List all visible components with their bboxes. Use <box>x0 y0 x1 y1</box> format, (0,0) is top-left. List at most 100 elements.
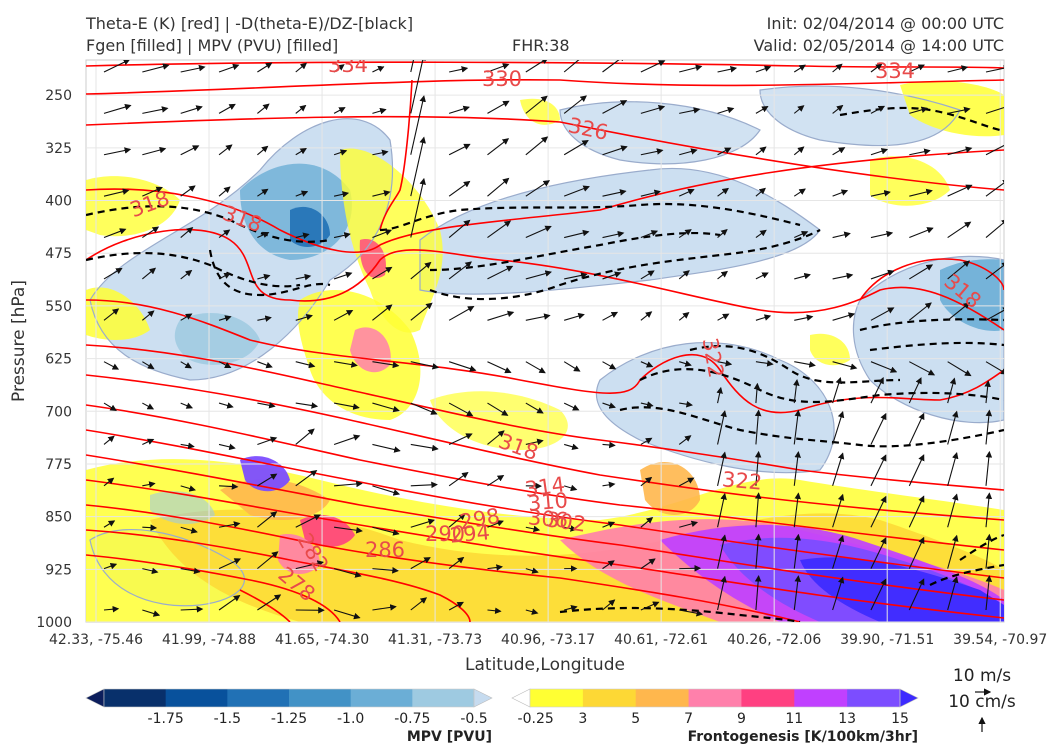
wind-vector <box>295 104 307 114</box>
wind-vector <box>372 107 387 115</box>
colorbar-arrow-right <box>899 688 919 708</box>
wind-vector <box>372 266 393 280</box>
wind-vector <box>333 149 348 156</box>
wind-vector <box>793 188 806 197</box>
wind-vector <box>947 184 973 197</box>
wind-vector <box>487 564 503 571</box>
wind-vector <box>257 551 279 570</box>
colorbar-tick-label: -0.25 <box>518 711 554 727</box>
wind-vector <box>295 273 312 281</box>
wind-vector <box>717 147 732 156</box>
mpv-contour-outline <box>89 529 245 607</box>
wind-vector <box>985 218 1004 238</box>
wind-reference-vertical: 10 cm/s <box>948 692 1016 712</box>
wind-vector <box>563 185 590 197</box>
x-tick-label: 40.96, -73.17 <box>501 632 595 648</box>
wind-vector <box>909 64 925 73</box>
wind-vector <box>832 272 854 280</box>
wind-vector <box>678 477 695 487</box>
colorbar-tick-label: -0.5 <box>460 711 487 727</box>
wind-vector <box>142 310 155 321</box>
wind-vector <box>448 261 472 280</box>
wind-vector <box>333 271 353 280</box>
wind-vector <box>103 308 120 321</box>
wind-vector <box>832 493 845 528</box>
wind-vector <box>717 66 738 73</box>
wind-vector <box>410 177 426 238</box>
wind-vector <box>679 400 693 408</box>
colorbar-swatch <box>289 689 352 707</box>
mpv-contour-outline <box>595 341 835 474</box>
wind-vector <box>755 187 766 197</box>
wind-vector <box>448 361 477 372</box>
theta-e-contour-label: 306 <box>527 505 569 532</box>
wind-vector <box>640 60 666 73</box>
wind-vector <box>487 520 504 528</box>
wind-vector <box>180 402 194 409</box>
theta-e-contour-label: 322 <box>721 467 763 494</box>
y-tick-label: 925 <box>45 562 72 578</box>
wind-vector <box>448 402 474 417</box>
ddz-theta-e-contour <box>429 229 821 301</box>
colorbar-arrow-left <box>85 688 105 708</box>
wind-vector <box>218 594 241 611</box>
wind-vector <box>793 492 802 528</box>
wind-vector <box>793 105 805 114</box>
colorbar-tick-label: -0.75 <box>394 711 430 727</box>
ddz-theta-e-contour <box>619 406 1004 448</box>
colorbar-arrow-right <box>473 688 493 708</box>
wind-vector <box>832 147 846 156</box>
wind-vector <box>218 144 233 156</box>
colorbar-tick-label: -1.5 <box>214 711 241 727</box>
wind-vector <box>870 63 883 73</box>
wind-vector <box>755 146 767 156</box>
wind-vector <box>295 560 324 570</box>
x-tick-label: 42.33, -75.46 <box>49 632 143 648</box>
wind-vector <box>103 563 118 570</box>
wind-vector <box>717 575 727 611</box>
wind-vector <box>448 105 470 114</box>
wind-vector <box>487 177 510 197</box>
wind-vector <box>257 188 269 197</box>
ddz-theta-e-contour <box>429 231 721 272</box>
wind-vector <box>908 578 925 611</box>
wind-vector <box>985 450 993 486</box>
colorbar-swatch <box>688 689 742 707</box>
wind-vector <box>103 605 120 613</box>
wind-vector <box>717 106 735 114</box>
theta-e-contour <box>86 78 1004 95</box>
y-tick-label: 400 <box>45 194 72 210</box>
wind-vector <box>793 451 802 486</box>
theta-e-contour <box>86 149 1004 253</box>
wind-vector <box>142 438 155 445</box>
wind-vector <box>180 442 195 449</box>
wind-vector <box>103 228 127 239</box>
wind-vector <box>602 441 616 449</box>
wind-vector <box>525 95 548 114</box>
x-tick-label: 41.31, -73.73 <box>388 632 482 648</box>
ddz-theta-e-contour <box>208 249 331 297</box>
wind-vector <box>717 228 728 238</box>
wind-vector <box>142 63 170 73</box>
theta-e-contour <box>86 61 1004 69</box>
wind-vector <box>754 409 762 445</box>
theta-e-contour <box>86 529 471 622</box>
wind-vector <box>563 60 587 73</box>
wind-vector <box>218 402 234 409</box>
x-tick-label: 39.54, -70.97 <box>953 632 1047 648</box>
wind-vector <box>142 226 160 238</box>
wind-vector <box>142 524 158 531</box>
wind-vector <box>947 576 959 611</box>
colorbar-swatch <box>582 689 637 707</box>
wind-vector <box>602 100 628 114</box>
field-fill-region <box>300 515 355 547</box>
wind-vector <box>985 492 993 528</box>
wind-vector <box>717 313 730 321</box>
wind-vector <box>640 104 666 114</box>
wind-vector <box>640 516 654 528</box>
wind-vector <box>218 272 231 280</box>
x-tick-label: 41.65, -74.30 <box>275 632 369 648</box>
wind-vector <box>372 485 401 496</box>
wind-vector <box>218 361 232 368</box>
